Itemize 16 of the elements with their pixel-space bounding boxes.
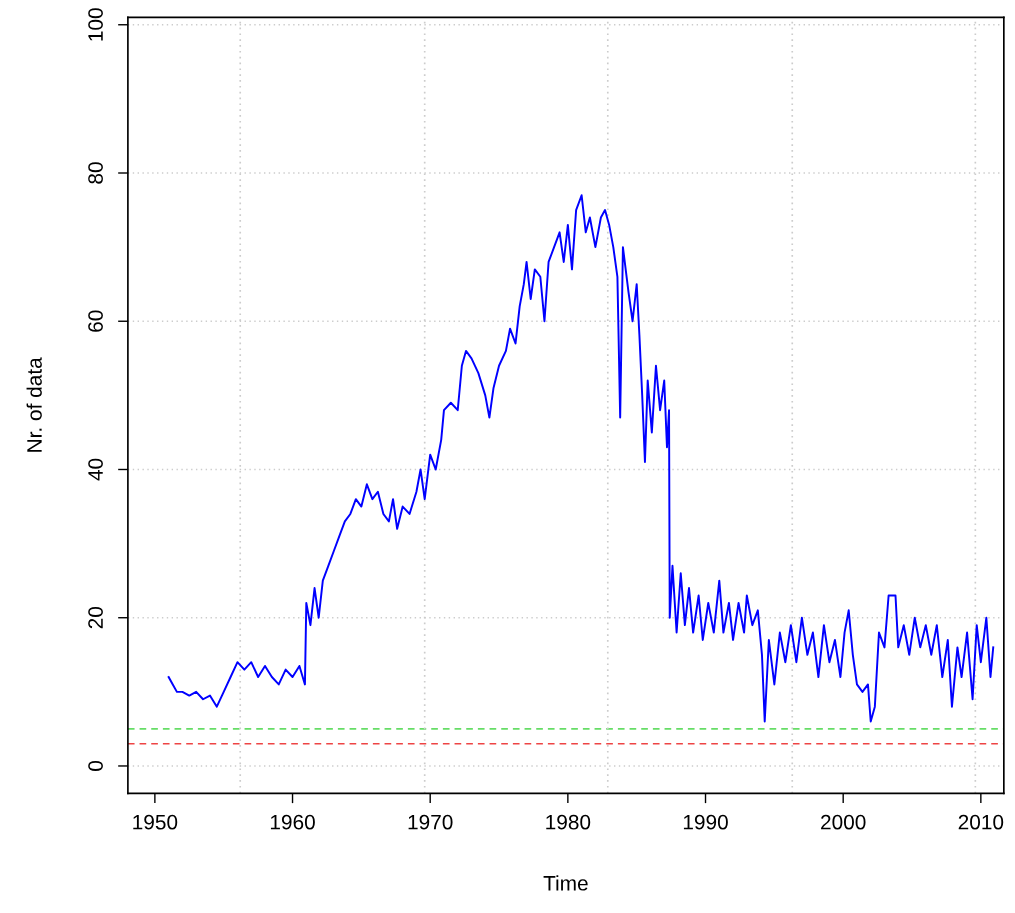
y-tick-label: 40 [88, 458, 103, 481]
line-series [167, 194, 995, 723]
x-tick-label: 1990 [683, 814, 728, 830]
x-tick-label: 1980 [546, 814, 591, 830]
x-tick-label: 1970 [408, 814, 453, 830]
x-tick-label: 1960 [270, 814, 315, 830]
x-tick-label: 1950 [133, 814, 178, 830]
y-tick-label: 100 [88, 8, 103, 41]
y-axis-title: Nr. of data [26, 357, 42, 452]
y-tick-label: 80 [88, 162, 103, 184]
x-tick-label: 2010 [958, 814, 1004, 830]
y-tick-label: 60 [88, 310, 103, 332]
x-tick-label: 2000 [821, 814, 866, 830]
y-tick-label: 0 [88, 760, 103, 771]
x-axis-title: Time [543, 875, 588, 891]
y-tick-label: 20 [88, 606, 103, 629]
